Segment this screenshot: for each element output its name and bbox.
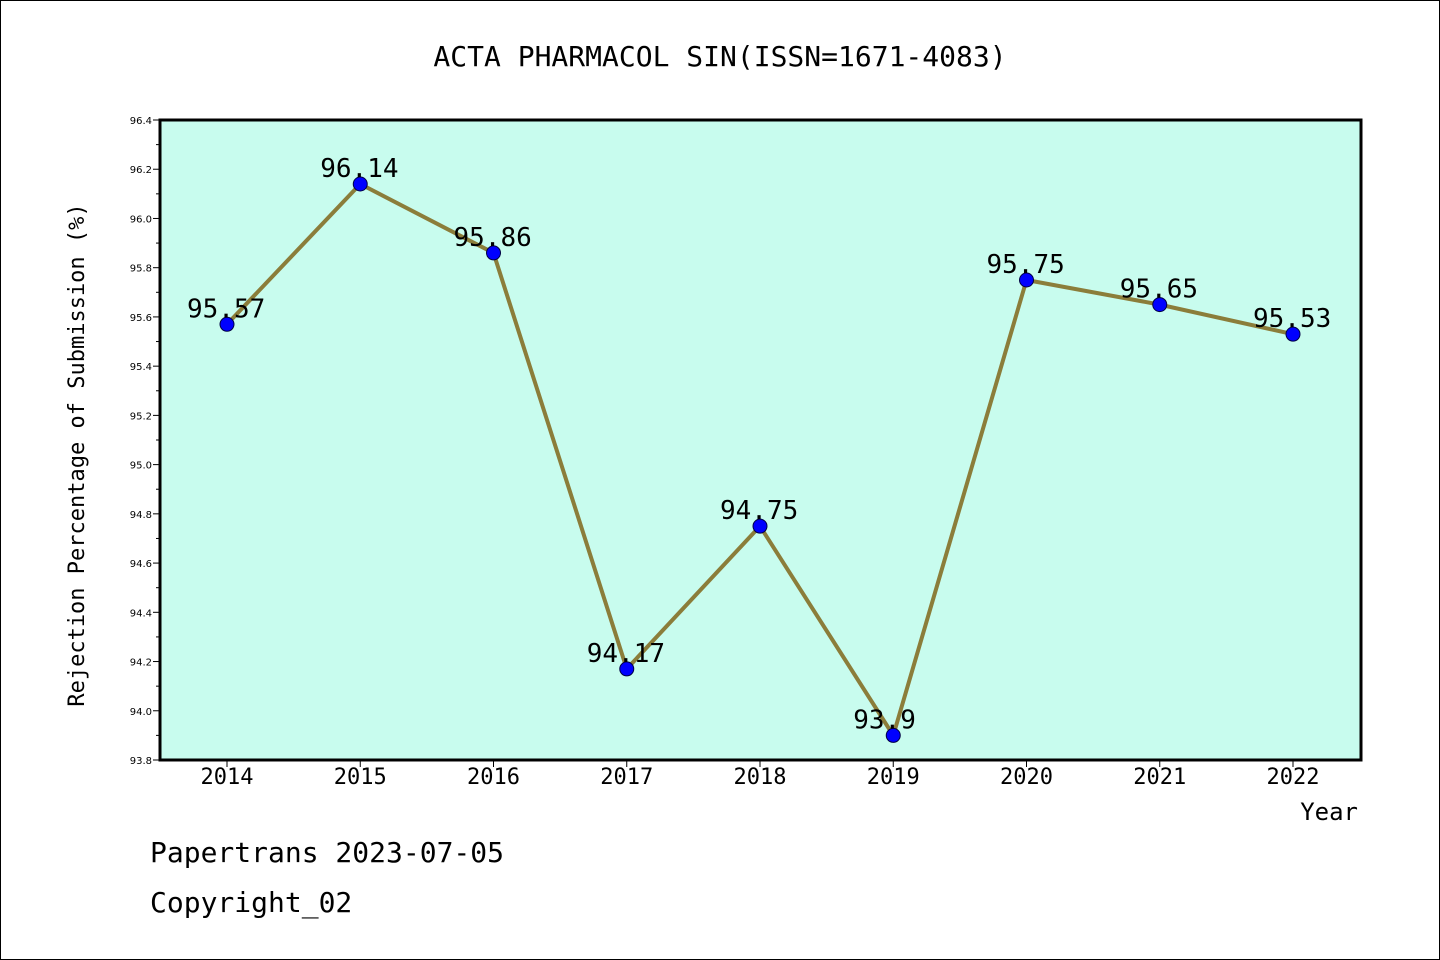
footer-date: Papertrans 2023-07-05	[150, 836, 505, 869]
data-labels: 95.57 96.14 95.86 94.17 94.75 93.9 95.75 95.65 9…	[187, 154, 1331, 735]
data-label: 95.65	[1120, 275, 1198, 305]
data-point	[752, 518, 768, 534]
x-axis: 2014 2015 2016 2017 2018 2019 2020 2021 2022	[201, 760, 1320, 790]
plot-border	[158, 118, 1363, 762]
plot-area	[160, 120, 1361, 760]
x-tick-label: 2021	[1133, 765, 1186, 790]
data-point	[1019, 272, 1034, 288]
chart-title: ACTA PHARMACOL SIN(ISSN=1671-4083)	[433, 40, 1006, 73]
data-point	[219, 316, 235, 332]
y-tick-label: 96.4	[130, 116, 152, 127]
y-tick-label: 93.8	[130, 756, 152, 767]
x-tick-label: 2019	[867, 765, 920, 790]
x-tick-label: 2016	[467, 765, 520, 790]
x-tick-label: 2017	[600, 765, 653, 790]
y-tick-label: 95.4	[130, 362, 152, 373]
footer-copyright: Copyright_02	[150, 886, 353, 919]
data-label: 94.17	[587, 639, 665, 669]
y-tick-label: 95.8	[130, 264, 152, 275]
x-tick-label: 2020	[1000, 765, 1053, 790]
data-label: 95.86	[454, 223, 532, 253]
data-label: 94.75	[720, 496, 798, 526]
x-axis-label: Year	[1300, 798, 1358, 826]
data-label: 96.14	[320, 154, 398, 184]
data-label: 93.9	[853, 705, 916, 735]
data-point	[1152, 297, 1168, 313]
data-points	[219, 176, 1301, 743]
y-tick-label: 95.2	[130, 411, 152, 422]
y-tick-label: 95.6	[130, 313, 152, 324]
x-tick-label: 2022	[1267, 765, 1320, 790]
y-tick-label: 95.0	[130, 461, 152, 472]
y-axis: 93.8 94.0 94.2 94.4 94.6 94.8 95.0 95.2 95.4 95.6…	[130, 116, 160, 767]
x-tick-label: 2015	[334, 765, 387, 790]
data-point	[352, 176, 368, 192]
data-label: 95.53	[1253, 304, 1331, 334]
y-tick-label: 96.2	[130, 165, 152, 176]
data-label: 95.75	[987, 250, 1065, 280]
y-tick-label: 94.6	[130, 559, 152, 570]
data-point	[486, 245, 501, 261]
y-tick-label: 94.0	[130, 707, 152, 718]
data-label: 95.57	[187, 294, 265, 324]
data-point	[1285, 326, 1301, 342]
x-tick-label: 2014	[201, 765, 254, 790]
data-point	[619, 661, 635, 677]
y-tick-label: 94.4	[130, 608, 152, 619]
y-axis-label: Rejection Percentage of Submission (%)	[65, 203, 90, 706]
y-tick-label: 94.2	[130, 658, 152, 669]
y-tick-label: 94.8	[130, 510, 152, 521]
x-tick-label: 2018	[734, 765, 787, 790]
data-point	[885, 727, 901, 743]
y-tick-label: 96.0	[130, 214, 152, 225]
